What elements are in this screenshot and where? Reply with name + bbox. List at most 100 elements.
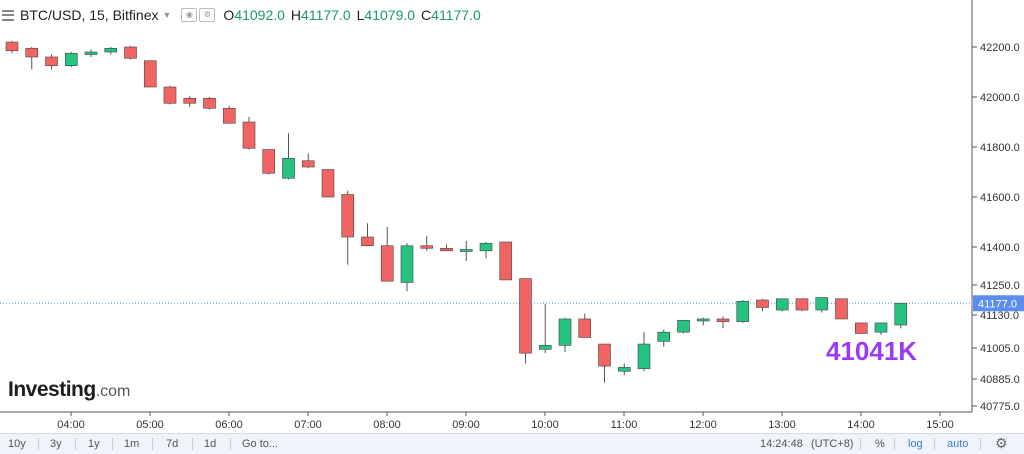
candle-body	[222, 107, 236, 124]
low-value: 41079.0	[364, 7, 416, 23]
candle-body	[104, 47, 118, 53]
x-tick-label: 07:00	[294, 419, 322, 431]
open-value: 41092.0	[234, 7, 285, 23]
chart-header: BTC/USD, 15, Bitfinex ▼ ◉ ⚙ O 41092.0 H 41…	[0, 0, 481, 30]
y-tick-label: 41600.0	[980, 192, 1020, 204]
candle-body	[795, 298, 809, 311]
candle-body	[499, 241, 513, 281]
x-tick-label: 12:00	[689, 419, 717, 431]
candle-body	[183, 97, 197, 104]
settings-icon[interactable]: ⚙	[199, 8, 216, 22]
goto-button[interactable]: Go to...	[242, 438, 279, 450]
logo-suffix: .com	[95, 383, 131, 400]
visibility-icon[interactable]: ◉	[181, 8, 198, 22]
candle-body	[301, 160, 315, 168]
close-value: 41177.0	[431, 7, 481, 23]
candle-body	[479, 242, 493, 252]
high-label: H	[290, 7, 302, 23]
y-tick-label: 41005.0	[980, 343, 1020, 355]
y-tick-label: 40885.0	[980, 374, 1020, 386]
y-tick-label: 41130.0	[980, 310, 1019, 322]
candle-body	[874, 322, 888, 333]
candle-body	[696, 318, 710, 322]
low-label: L	[356, 7, 365, 23]
x-tick-label: 09:00	[452, 419, 480, 431]
current-price-badge	[973, 295, 1024, 312]
investing-logo: Investing.com	[8, 378, 130, 402]
candle-body	[637, 343, 651, 369]
candle-body	[756, 299, 769, 308]
timezone-button[interactable]: (UTC+8)	[811, 438, 854, 450]
price-chart[interactable]: 42200.0 42000.0 41800.0 41600.0 41400.0 41250…	[0, 0, 1024, 433]
candle-body	[341, 194, 355, 238]
candle-body	[242, 121, 256, 149]
x-tick-label: 04:00	[57, 419, 85, 431]
y-tick-label: 41400.0	[980, 242, 1020, 254]
y-tick-label: 41800.0	[980, 142, 1020, 154]
candle-body	[163, 86, 177, 104]
y-tick-label: 40775.0	[980, 401, 1020, 413]
candle-body	[677, 319, 690, 333]
range-7d[interactable]: 7d	[166, 438, 179, 450]
close-label: C	[421, 7, 432, 23]
candle-body	[716, 318, 730, 322]
x-tick-label: 10:00	[531, 419, 559, 431]
current-price-label: 41177.0	[978, 298, 1017, 310]
symbol-title[interactable]: BTC/USD, 15, Bitfinex	[20, 7, 159, 23]
x-tick-label: 11:00	[611, 419, 638, 431]
x-tick-label: 06:00	[215, 419, 243, 431]
x-tick-label: 05:00	[136, 419, 164, 431]
candle-body	[45, 56, 58, 67]
candle-body	[321, 169, 335, 198]
range-1d[interactable]: 1d	[204, 438, 217, 450]
candle-body	[64, 52, 78, 67]
clock-time: 14:24:48	[760, 438, 803, 450]
y-tick-label: 41250.0	[980, 280, 1020, 292]
candle-body	[558, 318, 572, 346]
y-tick-label: 42200.0	[980, 42, 1020, 54]
candle-body	[617, 367, 631, 372]
candle-body	[124, 46, 137, 59]
candle-body	[143, 60, 157, 88]
candle-body	[380, 245, 394, 282]
candle-body	[578, 318, 592, 338]
candle-body	[25, 47, 39, 58]
candle-body	[519, 278, 532, 354]
candle-body	[420, 245, 434, 249]
candle-body	[598, 343, 611, 367]
candle-body	[459, 249, 473, 252]
range-10y[interactable]: 10y	[8, 438, 26, 450]
candle-body	[854, 322, 868, 334]
candle-body	[262, 149, 276, 174]
x-tick-label: 14:00	[847, 419, 875, 431]
candle-body	[835, 298, 848, 320]
bottom-toolbar: 10y 3y 1y 1m 7d 1d Go to... 14:24:48 (UT…	[0, 433, 1024, 454]
x-tick-label: 15:00	[926, 419, 954, 431]
range-3y[interactable]: 3y	[50, 438, 62, 450]
candle-body	[736, 300, 750, 322]
x-tick-label: 08:00	[373, 419, 401, 431]
overlay-price-label: 41041K	[826, 336, 918, 366]
open-label: O	[223, 7, 235, 23]
menu-icon[interactable]	[2, 9, 14, 21]
candle-body	[657, 331, 671, 342]
chevron-down-icon[interactable]: ▼	[162, 10, 172, 20]
candle-body	[775, 298, 789, 311]
high-value: 41177.0	[301, 7, 351, 23]
candle-body	[84, 51, 98, 55]
auto-toggle[interactable]: auto	[947, 438, 969, 450]
candle-body	[538, 345, 552, 350]
x-tick-label: 13:00	[768, 419, 796, 431]
range-1m[interactable]: 1m	[124, 438, 140, 450]
candle-body	[440, 247, 453, 252]
candle-body	[361, 236, 374, 247]
candle-body	[282, 157, 295, 179]
y-tick-label: 42000.0	[980, 92, 1020, 104]
candle-body	[5, 41, 19, 52]
candle-body	[894, 302, 908, 326]
range-1y[interactable]: 1y	[88, 438, 100, 450]
percent-toggle[interactable]: %	[875, 438, 885, 450]
log-toggle[interactable]: log	[908, 438, 923, 450]
logo-main: Investing	[8, 378, 96, 401]
gear-icon[interactable]: ⚙	[995, 435, 1008, 451]
